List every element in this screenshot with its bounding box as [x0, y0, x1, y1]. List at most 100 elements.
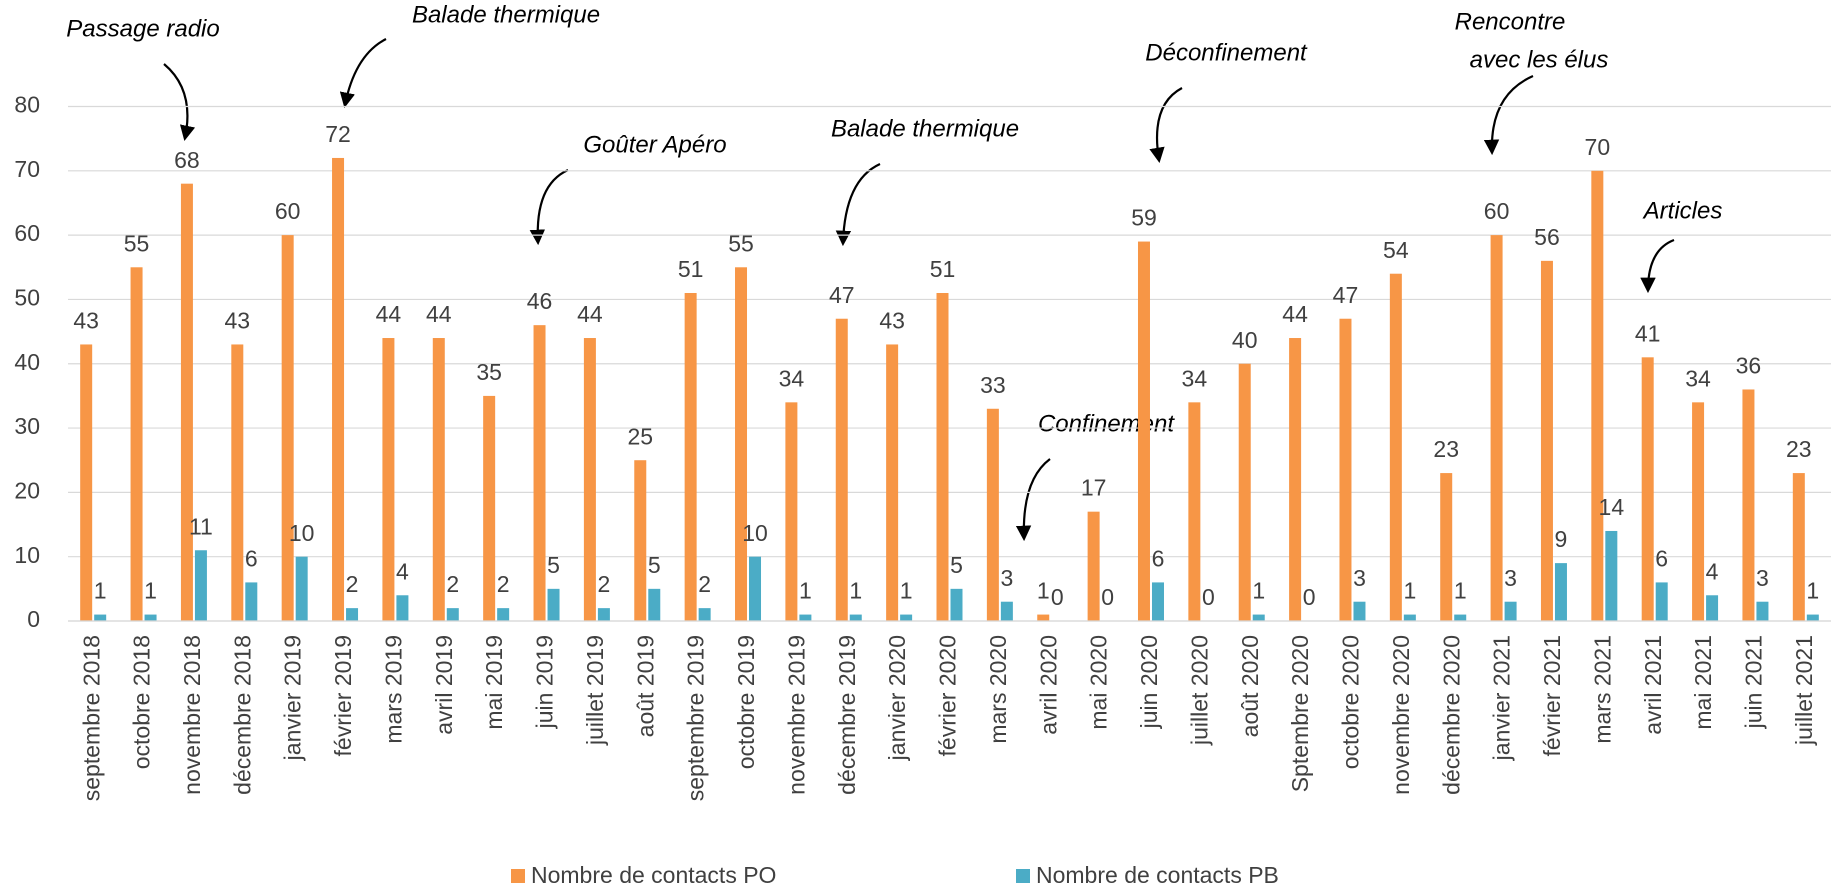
- value-label: 46: [527, 288, 553, 314]
- bar: [144, 614, 157, 621]
- x-tick-label: avril 2021: [1640, 635, 1666, 735]
- value-label: 6: [245, 545, 258, 571]
- x-tick-label: octobre 2019: [733, 635, 759, 769]
- value-label: 10: [742, 520, 768, 546]
- y-tick-label: 60: [14, 220, 40, 246]
- value-label: 33: [980, 372, 1006, 398]
- value-label: 1: [94, 578, 107, 604]
- bar: [1188, 402, 1201, 621]
- value-label: 4: [1706, 558, 1719, 584]
- value-label: 10: [289, 520, 315, 546]
- x-tick-label: juillet 2020: [1186, 635, 1212, 746]
- legend-swatch: [1016, 869, 1030, 883]
- bar: [1252, 614, 1265, 621]
- value-label: 44: [426, 301, 452, 327]
- value-label: 9: [1555, 526, 1568, 552]
- bar: [533, 325, 546, 621]
- annotation: avec les élus: [1470, 46, 1609, 73]
- value-label: 56: [1534, 224, 1560, 250]
- value-label: 3: [1756, 565, 1769, 591]
- x-tick-label: février 2019: [330, 635, 356, 756]
- value-label: 1: [144, 578, 157, 604]
- x-tick-label: mars 2021: [1589, 635, 1615, 744]
- bar: [281, 235, 294, 621]
- x-tick-label: mars 2020: [985, 635, 1011, 744]
- legend-label: Nombre de contacts PO: [531, 862, 776, 888]
- value-label: 59: [1131, 205, 1157, 231]
- x-tick-label: janvier 2019: [280, 635, 306, 761]
- x-tick-label: juin 2020: [1136, 635, 1162, 729]
- y-tick-label: 20: [14, 477, 40, 503]
- value-label: 11: [189, 513, 213, 539]
- bar: [597, 608, 610, 621]
- annotation: Rencontre: [1455, 8, 1566, 35]
- bar: [950, 588, 963, 621]
- y-tick-label: 80: [14, 92, 40, 118]
- bar: [1490, 235, 1503, 621]
- x-tick-label: avril 2020: [1035, 635, 1061, 735]
- value-label: 5: [547, 552, 560, 578]
- bar: [583, 338, 596, 621]
- x-tick-label: janvier 2021: [1489, 635, 1515, 761]
- value-label: 34: [1182, 365, 1208, 391]
- value-label: 0: [1202, 584, 1215, 610]
- value-label: 2: [598, 571, 611, 597]
- value-label: 14: [1599, 494, 1625, 520]
- annotation-arrow: [835, 162, 881, 247]
- x-tick-label: juillet 2019: [582, 635, 608, 746]
- value-label: 34: [779, 365, 805, 391]
- x-tick-label: juillet 2021: [1791, 635, 1817, 746]
- bar: [497, 608, 510, 621]
- value-label: 6: [1655, 545, 1668, 571]
- bar: [1238, 363, 1251, 621]
- x-tick-label: septembre 2018: [78, 635, 104, 801]
- bar: [799, 614, 812, 621]
- value-label: 1: [1806, 578, 1819, 604]
- value-label: 1: [1403, 578, 1416, 604]
- bar: [1540, 260, 1553, 621]
- x-tick-label: octobre 2018: [129, 635, 155, 769]
- value-label: 23: [1786, 436, 1812, 462]
- x-tick-label: janvier 2020: [884, 635, 910, 761]
- value-label: 44: [1282, 301, 1308, 327]
- bar: [849, 614, 862, 621]
- value-label: 4: [396, 558, 409, 584]
- bar: [1641, 357, 1654, 621]
- x-tick-label: août 2019: [632, 635, 658, 737]
- value-label: 34: [1685, 365, 1711, 391]
- value-label: 17: [1081, 475, 1107, 501]
- annotation-arrow: [339, 38, 387, 109]
- x-tick-label: février 2020: [935, 635, 961, 756]
- annotations: Passage radio Balade thermique Goûter Ap…: [66, 1, 1722, 542]
- bar: [382, 338, 395, 621]
- annotation: Goûter Apéro: [583, 131, 726, 158]
- bar: [1037, 614, 1050, 621]
- y-tick-label: 70: [14, 156, 40, 182]
- value-label: 47: [1333, 282, 1359, 308]
- value-label: 35: [476, 359, 502, 385]
- x-tick-label: décembre 2019: [834, 635, 860, 795]
- value-label: 2: [346, 571, 359, 597]
- bar: [1137, 241, 1150, 621]
- bar: [194, 550, 207, 621]
- bar: [1353, 601, 1366, 621]
- x-tick-label: juin 2019: [532, 635, 558, 729]
- y-tick-label: 10: [14, 542, 40, 568]
- x-tick-label: avril 2019: [431, 635, 457, 735]
- x-tick-label: Sptembre 2020: [1287, 635, 1313, 792]
- value-label: 68: [174, 147, 200, 173]
- bar: [1454, 614, 1467, 621]
- bar: [483, 395, 496, 621]
- annotation: Balade thermique: [831, 115, 1019, 142]
- annotation-arrow: [1015, 458, 1051, 542]
- value-label: 3: [1504, 565, 1517, 591]
- value-label: 60: [1484, 198, 1510, 224]
- value-label: 1: [799, 578, 812, 604]
- bar: [1692, 402, 1705, 621]
- bar: [835, 318, 848, 621]
- y-tick-label: 50: [14, 285, 40, 311]
- bar: [1655, 582, 1668, 621]
- x-tick-label: mars 2019: [380, 635, 406, 744]
- bar: [245, 582, 258, 621]
